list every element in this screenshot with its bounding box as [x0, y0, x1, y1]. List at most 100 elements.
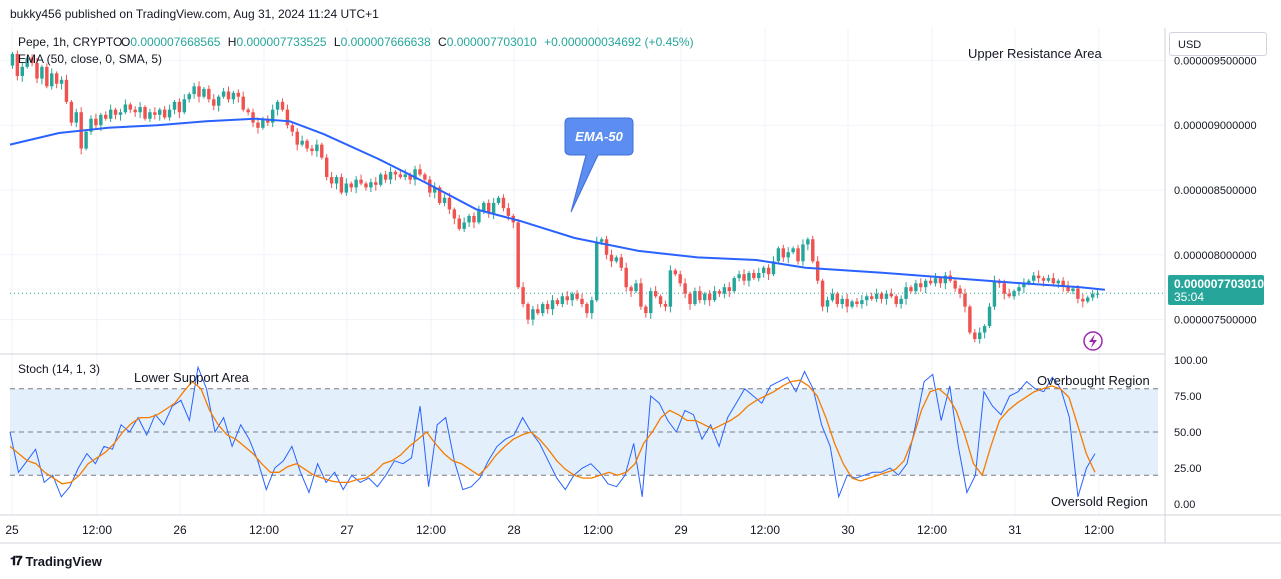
candle-body	[698, 291, 702, 301]
candle-body	[879, 293, 884, 299]
candle-body	[408, 174, 412, 180]
candle-body	[104, 114, 108, 119]
stoch-d-line	[9, 379, 1096, 485]
candle-body	[1081, 298, 1085, 302]
candle-body	[477, 210, 481, 223]
candle-body	[732, 278, 736, 292]
candle-body	[963, 293, 967, 307]
candle-body	[1041, 278, 1046, 281]
candle-body	[339, 177, 344, 193]
candle-body	[1066, 285, 1070, 292]
candle-body	[766, 267, 771, 275]
candle-body	[30, 57, 34, 63]
candle-body	[973, 332, 977, 340]
candle-body	[35, 62, 39, 79]
candle-body	[452, 209, 457, 219]
candle-body	[791, 248, 795, 253]
stoch-axis: 100.00 75.00 50.00 25.00 0.00	[1174, 355, 1208, 511]
candle-body	[619, 257, 624, 268]
candle-body	[516, 222, 520, 288]
tradingview-brand[interactable]: 𝟏𝟕 TradingView	[10, 553, 102, 569]
candle-body	[113, 109, 118, 115]
candle-body	[938, 278, 943, 284]
svg-text:0.000007703010: 0.000007703010	[1174, 277, 1264, 291]
candle-body	[226, 91, 231, 100]
candle-body	[403, 174, 407, 178]
time-tick-label: 12:00	[750, 523, 780, 537]
candle-body	[236, 92, 241, 97]
candle-body	[428, 179, 432, 193]
candle-body	[212, 99, 216, 106]
candle-body	[673, 270, 678, 275]
candle-body	[555, 300, 560, 305]
candle-body	[830, 293, 835, 301]
svg-text:35:04: 35:04	[1174, 290, 1204, 304]
candle-body	[310, 148, 314, 152]
time-tick-label: 27	[340, 523, 354, 537]
candle-body	[437, 187, 442, 203]
candle-body	[531, 309, 535, 320]
candle-body	[825, 300, 830, 307]
candle-body	[84, 131, 88, 149]
candle-body	[1027, 280, 1031, 284]
candle-body	[639, 283, 643, 307]
lower-support-label: Lower Support Area	[134, 370, 250, 385]
candle-body	[771, 261, 776, 275]
candle-body	[59, 79, 64, 84]
stoch-tick-label: 100.00	[1174, 355, 1208, 367]
candle-body	[904, 287, 908, 299]
candle-body	[703, 293, 707, 301]
candle-body	[329, 177, 334, 184]
price-tag: 0.000007703010 35:04	[1168, 275, 1264, 305]
candle-body	[275, 101, 280, 110]
candle-body	[693, 291, 697, 305]
ema-callout: EMA-50	[564, 117, 634, 213]
candle-body	[943, 275, 948, 284]
time-tick-label: 12:00	[917, 523, 947, 537]
candle-body	[722, 287, 727, 294]
time-tick-label: 25	[5, 523, 19, 537]
candle-body	[604, 239, 609, 255]
candle-body	[575, 293, 579, 299]
candle-body	[285, 109, 290, 126]
candle-body	[94, 118, 98, 126]
candle-body	[688, 293, 692, 305]
stoch-tick-label: 75.00	[1174, 391, 1202, 403]
candle-body	[1012, 291, 1016, 297]
candle-body	[50, 73, 54, 87]
candle-body	[207, 88, 211, 100]
currency-selector[interactable]: USD	[1169, 32, 1267, 56]
candle-body	[482, 202, 486, 211]
candle-body	[658, 296, 663, 305]
candle-body	[550, 300, 555, 310]
candle-body	[914, 283, 918, 292]
price-axis: 0.000009500000 0.000009000000 0.0000085000…	[1174, 55, 1257, 326]
candle-body	[850, 301, 854, 307]
candle-body	[354, 179, 358, 188]
candle-body	[894, 296, 898, 305]
brand-name: TradingView	[25, 553, 102, 569]
candle-body	[653, 291, 658, 297]
price-tick-label: 0.000007500000	[1174, 315, 1257, 327]
candle-body	[786, 252, 790, 258]
candle-body	[609, 254, 614, 262]
candle-body	[717, 291, 722, 294]
candle-body	[1007, 293, 1011, 297]
candle-body	[992, 280, 997, 307]
price-tick-label: 0.000009000000	[1174, 120, 1257, 132]
candle-body	[624, 267, 628, 288]
candle-body	[860, 300, 864, 305]
candle-body	[496, 197, 501, 203]
candle-body	[668, 270, 673, 307]
candle-body	[599, 239, 604, 242]
svg-text:EMA-50: EMA-50	[575, 129, 623, 144]
time-tick-label: 29	[674, 523, 688, 537]
candle-body	[629, 287, 633, 292]
candle-body	[889, 293, 894, 297]
lightning-icon[interactable]	[1083, 331, 1103, 351]
candle-body	[987, 306, 992, 327]
candle-body	[491, 202, 496, 214]
candle-body	[1090, 293, 1095, 298]
candle-body	[820, 280, 825, 307]
